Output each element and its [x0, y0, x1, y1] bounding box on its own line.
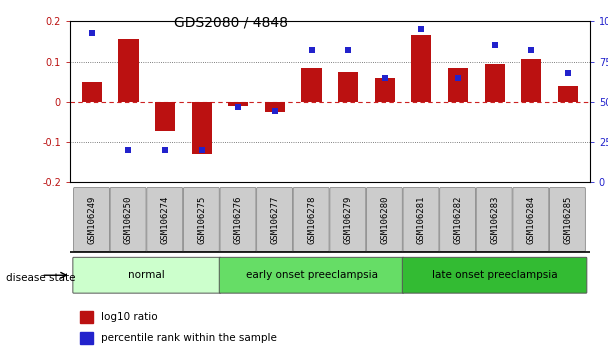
- Text: GSM106282: GSM106282: [454, 195, 463, 244]
- Point: [380, 75, 390, 80]
- Text: early onset preeclampsia: early onset preeclampsia: [246, 270, 378, 280]
- Point: [453, 75, 463, 80]
- Bar: [265, 102, 285, 112]
- Bar: [338, 72, 358, 102]
- Bar: [155, 102, 175, 131]
- Bar: [80, 311, 93, 323]
- Bar: [302, 68, 322, 102]
- Point: [489, 42, 499, 48]
- Text: GSM106277: GSM106277: [271, 195, 280, 244]
- Text: GSM106279: GSM106279: [344, 195, 353, 244]
- Point: [161, 147, 170, 153]
- FancyBboxPatch shape: [476, 188, 512, 251]
- Text: GSM106275: GSM106275: [197, 195, 206, 244]
- Text: GDS2080 / 4848: GDS2080 / 4848: [174, 16, 288, 30]
- Bar: [411, 35, 432, 102]
- Text: GSM106281: GSM106281: [417, 195, 426, 244]
- Point: [563, 70, 573, 76]
- FancyBboxPatch shape: [402, 257, 587, 293]
- Point: [416, 27, 426, 32]
- FancyBboxPatch shape: [330, 188, 366, 251]
- FancyBboxPatch shape: [403, 188, 439, 251]
- Text: late onset preeclampsia: late onset preeclampsia: [432, 270, 558, 280]
- Text: GSM106284: GSM106284: [527, 195, 536, 244]
- Text: normal: normal: [128, 270, 165, 280]
- Bar: [80, 332, 93, 344]
- FancyBboxPatch shape: [110, 188, 146, 251]
- Bar: [558, 86, 578, 102]
- Text: percentile rank within the sample: percentile rank within the sample: [101, 333, 277, 343]
- Bar: [228, 102, 249, 106]
- Bar: [448, 68, 468, 102]
- FancyBboxPatch shape: [73, 257, 221, 293]
- FancyBboxPatch shape: [367, 188, 402, 251]
- FancyBboxPatch shape: [219, 257, 404, 293]
- Text: GSM106249: GSM106249: [88, 195, 97, 244]
- Text: GSM106274: GSM106274: [161, 195, 170, 244]
- Point: [87, 30, 97, 35]
- FancyBboxPatch shape: [220, 188, 256, 251]
- Text: disease state: disease state: [6, 273, 75, 283]
- Point: [527, 47, 536, 53]
- FancyBboxPatch shape: [513, 188, 549, 251]
- Text: GSM106283: GSM106283: [490, 195, 499, 244]
- FancyBboxPatch shape: [74, 188, 109, 251]
- FancyBboxPatch shape: [184, 188, 219, 251]
- Text: GSM106276: GSM106276: [234, 195, 243, 244]
- Text: GSM106285: GSM106285: [563, 195, 572, 244]
- FancyBboxPatch shape: [440, 188, 475, 251]
- Point: [233, 104, 243, 109]
- Point: [270, 109, 280, 114]
- Bar: [375, 78, 395, 102]
- Point: [197, 147, 207, 153]
- FancyBboxPatch shape: [257, 188, 292, 251]
- Text: GSM106278: GSM106278: [307, 195, 316, 244]
- FancyBboxPatch shape: [147, 188, 182, 251]
- Bar: [521, 59, 541, 102]
- Point: [344, 47, 353, 53]
- Bar: [485, 63, 505, 102]
- Bar: [119, 39, 139, 102]
- Bar: [82, 82, 102, 102]
- Text: GSM106280: GSM106280: [380, 195, 389, 244]
- Point: [123, 147, 133, 153]
- FancyBboxPatch shape: [550, 188, 586, 251]
- Text: log10 ratio: log10 ratio: [101, 312, 157, 322]
- Bar: [192, 102, 212, 154]
- Text: GSM106250: GSM106250: [124, 195, 133, 244]
- FancyBboxPatch shape: [293, 188, 329, 251]
- Point: [306, 47, 316, 53]
